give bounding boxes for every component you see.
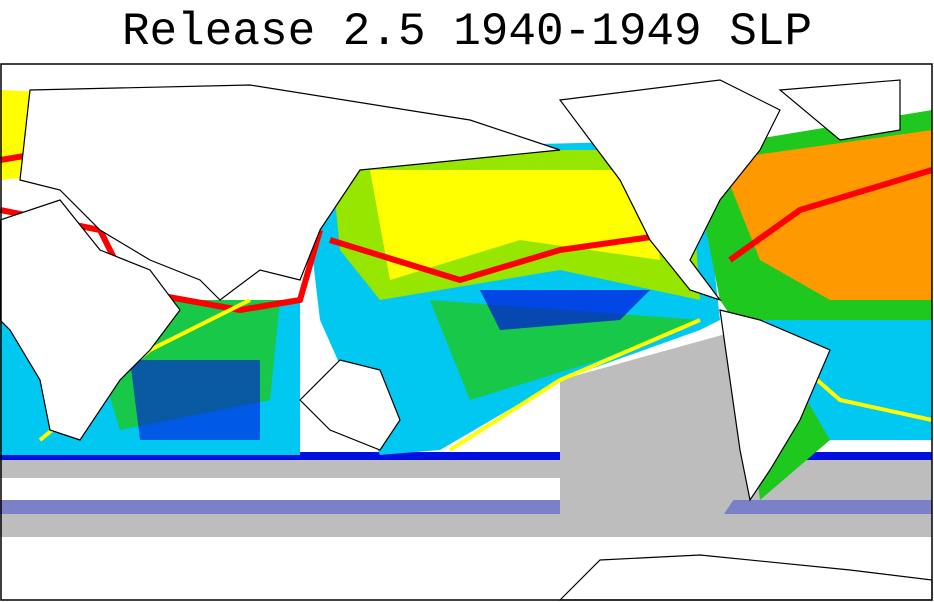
continent-south-america <box>719 309 831 502</box>
continent-africa <box>0 199 181 441</box>
island-greenland <box>778 79 901 141</box>
ocean-coverage <box>720 130 932 300</box>
blue-band <box>0 452 932 460</box>
continent-australia <box>299 359 401 451</box>
map-title: Release 2.5 1940-1949 SLP <box>122 6 812 58</box>
continent-north-america <box>558 79 781 302</box>
sparse-region <box>560 330 760 520</box>
ocean-coverage <box>370 170 660 280</box>
blue-band <box>0 500 932 514</box>
empty-band <box>0 478 560 500</box>
map-frame <box>0 63 933 601</box>
map-area <box>0 63 933 601</box>
continent-eurasia <box>19 84 561 301</box>
ocean-coverage <box>130 360 260 440</box>
ocean-coverage <box>480 290 650 330</box>
